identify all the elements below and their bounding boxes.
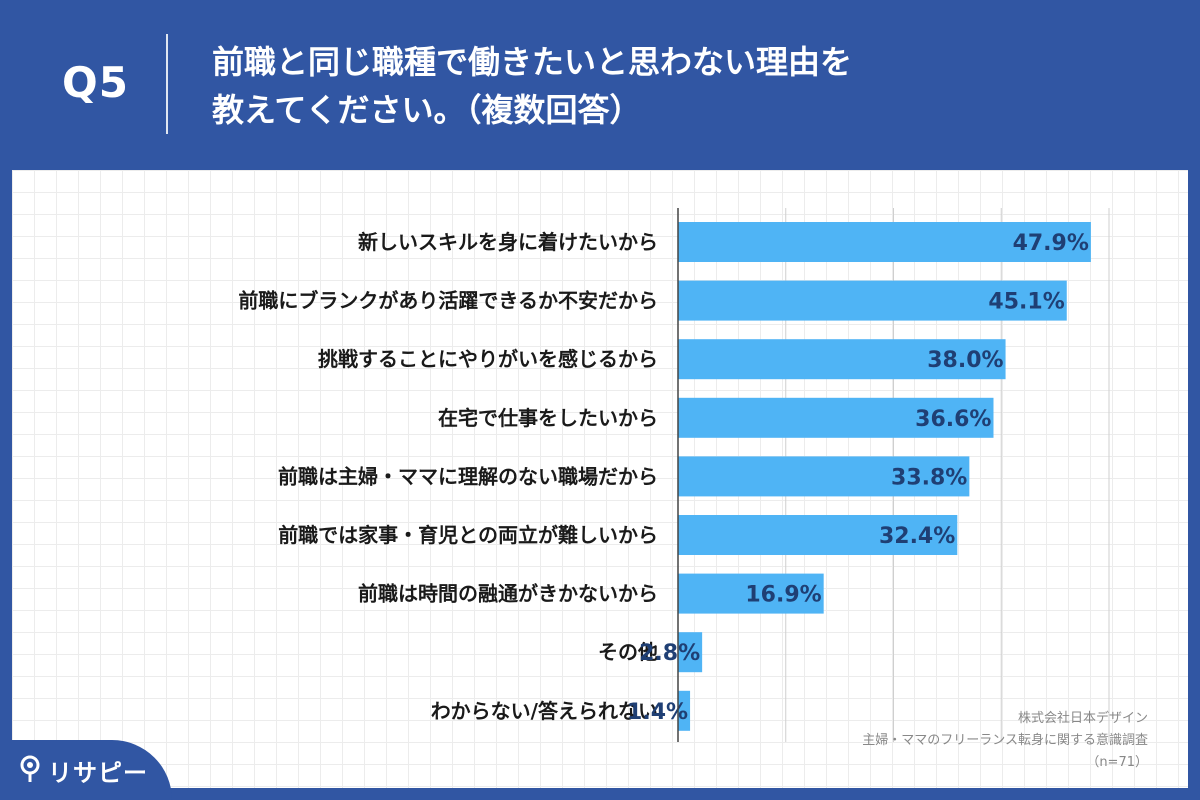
bar bbox=[678, 515, 958, 555]
value-label: 1.4% bbox=[627, 700, 688, 725]
category-label: 前職は時間の融通がきかないから bbox=[358, 582, 658, 606]
bar bbox=[678, 690, 691, 731]
category-label: わからない/答えられない bbox=[431, 699, 658, 723]
question-title-line1: 前職と同じ職種で働きたいと思わない理由を bbox=[212, 43, 853, 81]
bar bbox=[678, 397, 994, 438]
value-label: 36.6% bbox=[915, 407, 991, 432]
question-title: 前職と同じ職種で働きたいと思わない理由を 教えてください。（複数回答） bbox=[212, 38, 1112, 134]
brand-name: リサピー bbox=[48, 759, 148, 787]
value-label: 2.8% bbox=[639, 641, 700, 666]
category-label: 前職では家事・育児との両立が難しいから bbox=[278, 523, 658, 547]
bar bbox=[678, 632, 703, 673]
category-label: 挑戦することにやりがいを感じるから bbox=[318, 347, 658, 371]
value-label: 33.8% bbox=[891, 465, 967, 490]
bar bbox=[678, 222, 1091, 262]
value-label: 32.4% bbox=[879, 524, 955, 549]
brand-badge: リサピー bbox=[0, 740, 172, 800]
value-label: 38.0% bbox=[927, 348, 1003, 373]
bar bbox=[678, 339, 1006, 380]
category-label: その他 bbox=[598, 640, 658, 664]
bar bbox=[678, 573, 824, 614]
category-label: 在宅で仕事をしたいから bbox=[438, 406, 658, 430]
question-title-line2: 教えてください。（複数回答） bbox=[212, 91, 642, 129]
question-number: Q5 bbox=[62, 58, 129, 107]
source-company: 株式会社日本デザイン bbox=[1017, 711, 1148, 726]
header: Q5 前職と同じ職種で働きたいと思わない理由を 教えてください。（複数回答） bbox=[0, 0, 1200, 170]
value-label: 47.9% bbox=[1013, 231, 1089, 256]
source-sample-size: （n=71） bbox=[1086, 755, 1148, 770]
value-label: 16.9% bbox=[745, 583, 821, 608]
bar bbox=[678, 456, 970, 497]
value-label: 45.1% bbox=[988, 290, 1064, 315]
category-label: 新しいスキルを身に着けたいから bbox=[358, 230, 658, 254]
pin-icon bbox=[20, 755, 40, 782]
source-survey: 主婦・ママのフリーランス転身に関する意識調査 bbox=[862, 733, 1148, 748]
header-divider bbox=[166, 34, 168, 134]
chart-panel bbox=[12, 170, 1188, 788]
category-label: 前職は主婦・ママに理解のない職場だから bbox=[278, 464, 658, 488]
source-note: 株式会社日本デザイン 主婦・ママのフリーランス転身に関する意識調査 （n=71） bbox=[862, 708, 1148, 774]
bar bbox=[678, 280, 1067, 321]
category-label: 前職にブランクがあり活躍できるか不安だから bbox=[238, 289, 658, 313]
